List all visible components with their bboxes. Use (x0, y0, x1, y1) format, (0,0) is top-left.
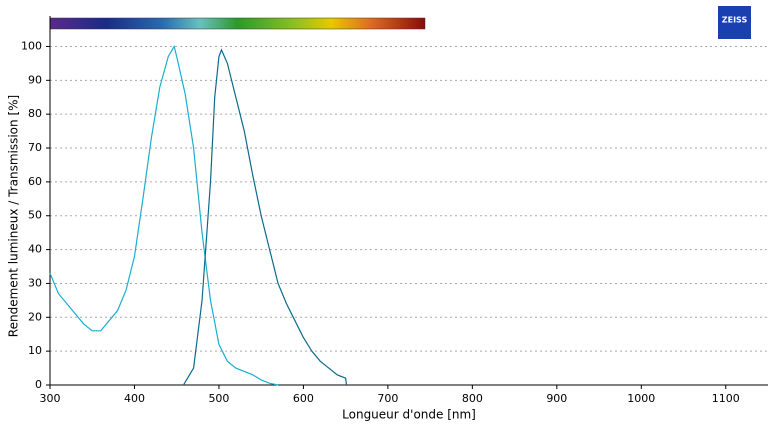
x-tick-label: 600 (293, 392, 314, 405)
y-tick-label: 100 (21, 39, 42, 52)
y-tick-label: 70 (28, 141, 42, 154)
y-axis-label: Rendement lumineux / Transmission [%] (7, 95, 21, 337)
y-tick-label: 10 (28, 344, 42, 357)
x-tick-label: 1100 (712, 392, 740, 405)
series-line (182, 48, 348, 386)
y-tick-label: 30 (28, 276, 42, 289)
y-tick-label: 80 (28, 107, 42, 120)
x-tick-label: 300 (40, 392, 61, 405)
logo: ZEISS (722, 16, 748, 25)
y-tick-label: 50 (28, 209, 42, 222)
x-tick-label: 700 (377, 392, 398, 405)
y-tick-label: 20 (28, 310, 42, 323)
spectrum-bar (49, 17, 426, 30)
y-tick-label: 40 (28, 243, 42, 256)
y-tick-label: 60 (28, 175, 42, 188)
y-tick-label: 0 (35, 378, 42, 391)
x-tick-label: 1000 (627, 392, 655, 405)
x-tick-label: 400 (124, 392, 145, 405)
series-line (49, 44, 279, 386)
y-tick-label: 90 (28, 73, 42, 86)
x-tick-label: 800 (462, 392, 483, 405)
x-axis-label: Longueur d'onde [nm] (342, 408, 476, 422)
logo-box (718, 6, 751, 39)
x-tick-label: 500 (208, 392, 229, 405)
x-tick-label: 900 (546, 392, 567, 405)
